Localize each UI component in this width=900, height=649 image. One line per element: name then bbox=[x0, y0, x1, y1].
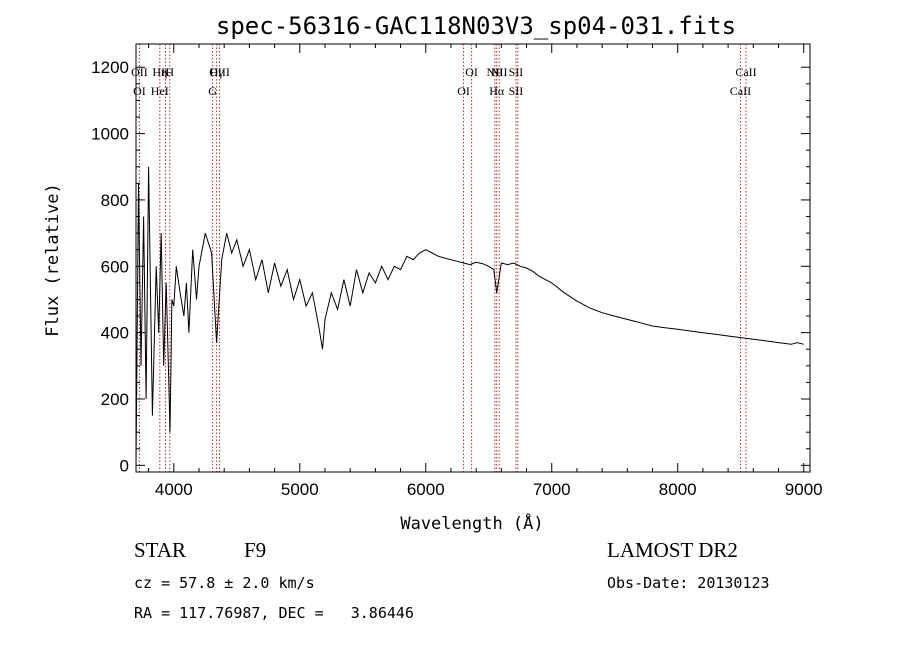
spectral-line-label-bottom: HeI bbox=[151, 84, 169, 98]
x-tick-label: 8000 bbox=[659, 480, 697, 499]
redshift-readout: cz = 57.8 ± 2.0 km/s bbox=[134, 574, 315, 592]
y-tick-label: 600 bbox=[101, 257, 129, 276]
plot-frame bbox=[135, 43, 811, 473]
x-tick-label: 9000 bbox=[785, 480, 823, 499]
x-axis-label: Wavelength (Å) bbox=[400, 512, 543, 534]
object-subclass: F9 bbox=[244, 538, 267, 562]
y-tick-label: 0 bbox=[120, 456, 129, 475]
obs-date: Obs-Date: 20130123 bbox=[607, 574, 770, 592]
y-tick-label: 200 bbox=[101, 390, 129, 409]
x-tick-label: 4000 bbox=[155, 480, 193, 499]
y-axis-ticks: 0 200 400 600 800 1000 1200 bbox=[91, 58, 810, 475]
chart-title: spec-56316-GAC118N03V3_sp04-031.fits bbox=[216, 12, 736, 40]
spectral-line-label-top: CaII bbox=[735, 65, 756, 79]
spectral-line-label-top: NII bbox=[486, 65, 503, 79]
spectral-line-label-bottom: SII bbox=[509, 84, 524, 98]
y-tick-label: 1000 bbox=[91, 125, 129, 144]
spectral-line-label-top: K bbox=[161, 65, 170, 79]
spectral-line-label-bottom: CaII bbox=[730, 84, 751, 98]
spectral-line-label-top: OI bbox=[465, 65, 478, 79]
spectral-line-label-top: SII bbox=[509, 65, 524, 79]
spectral-line-label-top: NII bbox=[491, 65, 508, 79]
x-tick-label: 7000 bbox=[533, 480, 571, 499]
spectral-line-label-bottom: OI bbox=[133, 84, 146, 98]
spectral-line-label-top: OIII bbox=[209, 65, 230, 79]
x-tick-label: 6000 bbox=[407, 480, 445, 499]
survey-name: LAMOST DR2 bbox=[607, 538, 738, 562]
x-axis-ticks: 4000 5000 6000 7000 8000 9000 bbox=[148, 44, 823, 499]
spectral-line-label-top: H bbox=[165, 65, 174, 79]
spectral-line-label-bottom: OI bbox=[457, 84, 470, 98]
y-tick-label: 400 bbox=[101, 324, 129, 343]
spectral-line-label-top: Hγ bbox=[210, 65, 225, 79]
spectral-line-label-top: Hη bbox=[152, 65, 167, 79]
spectrum-line bbox=[135, 166, 804, 466]
spectral-line-label-bottom: Hα bbox=[489, 84, 505, 98]
coordinates-readout: RA = 117.76987, DEC = 3.86446 bbox=[134, 604, 414, 622]
spectral-lines-layer bbox=[138, 44, 747, 472]
x-tick-label: 5000 bbox=[281, 480, 319, 499]
y-axis-label: Flux (relative) bbox=[43, 183, 63, 337]
spectral-line-label-top: OII bbox=[131, 65, 148, 79]
y-tick-label: 800 bbox=[101, 191, 129, 210]
object-class: STAR bbox=[134, 538, 186, 562]
spectral-line-label-bottom: G bbox=[208, 84, 217, 98]
y-tick-label: 1200 bbox=[91, 58, 129, 77]
